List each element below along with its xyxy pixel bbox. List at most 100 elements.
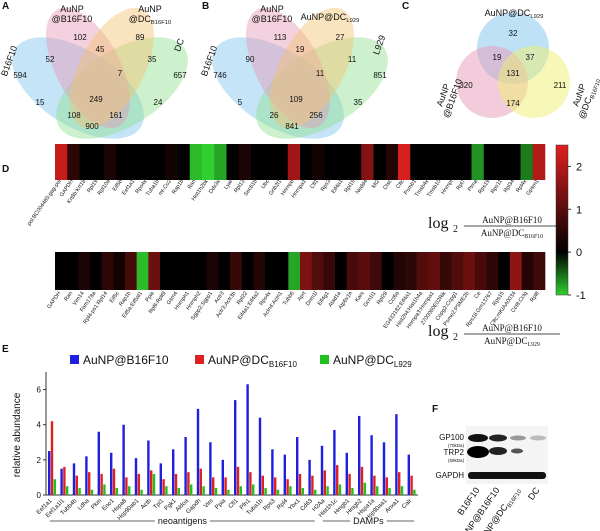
- bar: [373, 475, 376, 495]
- bar: [214, 487, 218, 495]
- heatmap-cell: [486, 252, 499, 290]
- heatmap-cell: [349, 144, 362, 180]
- venn-count: 89: [136, 33, 145, 42]
- heatmap-cell: [241, 252, 254, 290]
- gene-label: Aprt: [297, 290, 308, 302]
- bar: [289, 486, 292, 495]
- bar: [212, 477, 215, 495]
- bar: [264, 487, 267, 495]
- label-main: AuNP: [260, 4, 284, 14]
- heatmap-cell: [483, 144, 497, 180]
- gene-label: pol:BC004465:gag-pol: [26, 179, 62, 227]
- gene-label: Ubc: [260, 179, 271, 191]
- bar: [165, 486, 168, 495]
- gene-label: Cltc: [395, 179, 405, 190]
- venn-count: 174: [506, 99, 520, 108]
- formula-base: 2: [453, 224, 458, 235]
- legend-swatch: [70, 355, 79, 364]
- heatmap-cell: [520, 144, 534, 180]
- ellipse: [246, 7, 330, 129]
- bar: [177, 487, 180, 495]
- venn-count: 19: [296, 45, 305, 54]
- bar: [78, 487, 81, 495]
- bar: [122, 424, 125, 495]
- heatmap-cell: [101, 252, 114, 290]
- bar: [351, 487, 354, 495]
- venn-count: 320: [459, 81, 473, 90]
- heatmap-cell: [153, 144, 166, 180]
- band-label: (70kDa): [448, 443, 465, 448]
- heatmap-cell: [218, 252, 231, 290]
- ellipse: [56, 37, 188, 139]
- heatmap-cell: [140, 144, 154, 180]
- formula-log: log: [428, 215, 448, 232]
- bar: [234, 400, 237, 495]
- venn-count: 32: [509, 29, 518, 38]
- bar: [296, 437, 299, 495]
- heatmap-cell: [160, 252, 172, 290]
- heatmap-cell: [381, 252, 394, 290]
- heatmap-cell: [288, 252, 301, 290]
- formula-denominator: AuNP@DCL929: [484, 336, 540, 348]
- heatmap-cell: [55, 252, 67, 290]
- bar: [348, 473, 351, 495]
- venn-label: AuNP: [138, 4, 162, 14]
- gene-label: Rpl7: [456, 179, 467, 192]
- heatmap-cell: [78, 252, 91, 290]
- panel-letter: C: [402, 1, 409, 12]
- heatmap-cell: [533, 252, 546, 290]
- bar: [239, 486, 242, 495]
- heatmap-cell: [128, 144, 142, 180]
- band: [468, 472, 546, 479]
- heatmap-cell: [532, 144, 546, 180]
- legend-label: AuNP@DCB16F10: [208, 353, 297, 369]
- heatmap-cell: [67, 144, 80, 180]
- bar: [258, 417, 262, 495]
- heatmap-cell: [410, 144, 423, 180]
- bar: [385, 477, 388, 495]
- venn-count: 26: [270, 111, 279, 120]
- colorbar-tick-label: 0: [576, 247, 582, 259]
- y-tick-label: 2: [37, 456, 42, 465]
- formula-numerator: AuNP@B16F10: [482, 215, 542, 225]
- x-tick-label: Anxa1: [385, 498, 402, 515]
- band-label: (59kDa): [448, 458, 465, 463]
- heatmap-cell: [447, 144, 460, 180]
- venn-label: DC: [172, 37, 186, 53]
- label-sub: B16F10: [507, 488, 524, 509]
- venn-count: 657: [173, 71, 187, 80]
- group-label: neoantigens: [158, 516, 208, 526]
- bar: [236, 466, 240, 495]
- heatmap-cell: [202, 144, 215, 180]
- band: [530, 435, 546, 441]
- circle: [498, 46, 570, 118]
- bar: [311, 475, 314, 495]
- heatmap-cell: [177, 144, 191, 180]
- gene-label: Ddx3x: [208, 179, 222, 195]
- bar: [298, 473, 302, 495]
- gene-label: Nedd4: [355, 179, 369, 196]
- bar: [358, 415, 361, 495]
- bar: [376, 486, 379, 495]
- gene-label: Gcn1l1: [363, 291, 378, 309]
- bar: [221, 459, 224, 495]
- heatmap-cell: [90, 252, 102, 290]
- heatmap-cell: [370, 252, 382, 290]
- bar: [172, 449, 175, 495]
- venn-count: 24: [154, 98, 163, 107]
- venn-count: 113: [274, 33, 287, 42]
- venn-count: 52: [46, 55, 55, 64]
- heatmap-cell: [459, 144, 472, 180]
- heatmap-cell: [136, 252, 149, 290]
- legend-sub: B16F10: [269, 360, 298, 369]
- heatmap-cell: [508, 144, 521, 180]
- label-sub: B16F10: [151, 20, 172, 26]
- heatmap-cell: [521, 252, 534, 290]
- heatmap-cell: [226, 144, 240, 180]
- heatmap-cell: [66, 252, 79, 290]
- bar: [199, 468, 202, 495]
- gene-label: Rap1b: [171, 179, 185, 196]
- bar: [410, 475, 413, 495]
- bar: [150, 470, 153, 495]
